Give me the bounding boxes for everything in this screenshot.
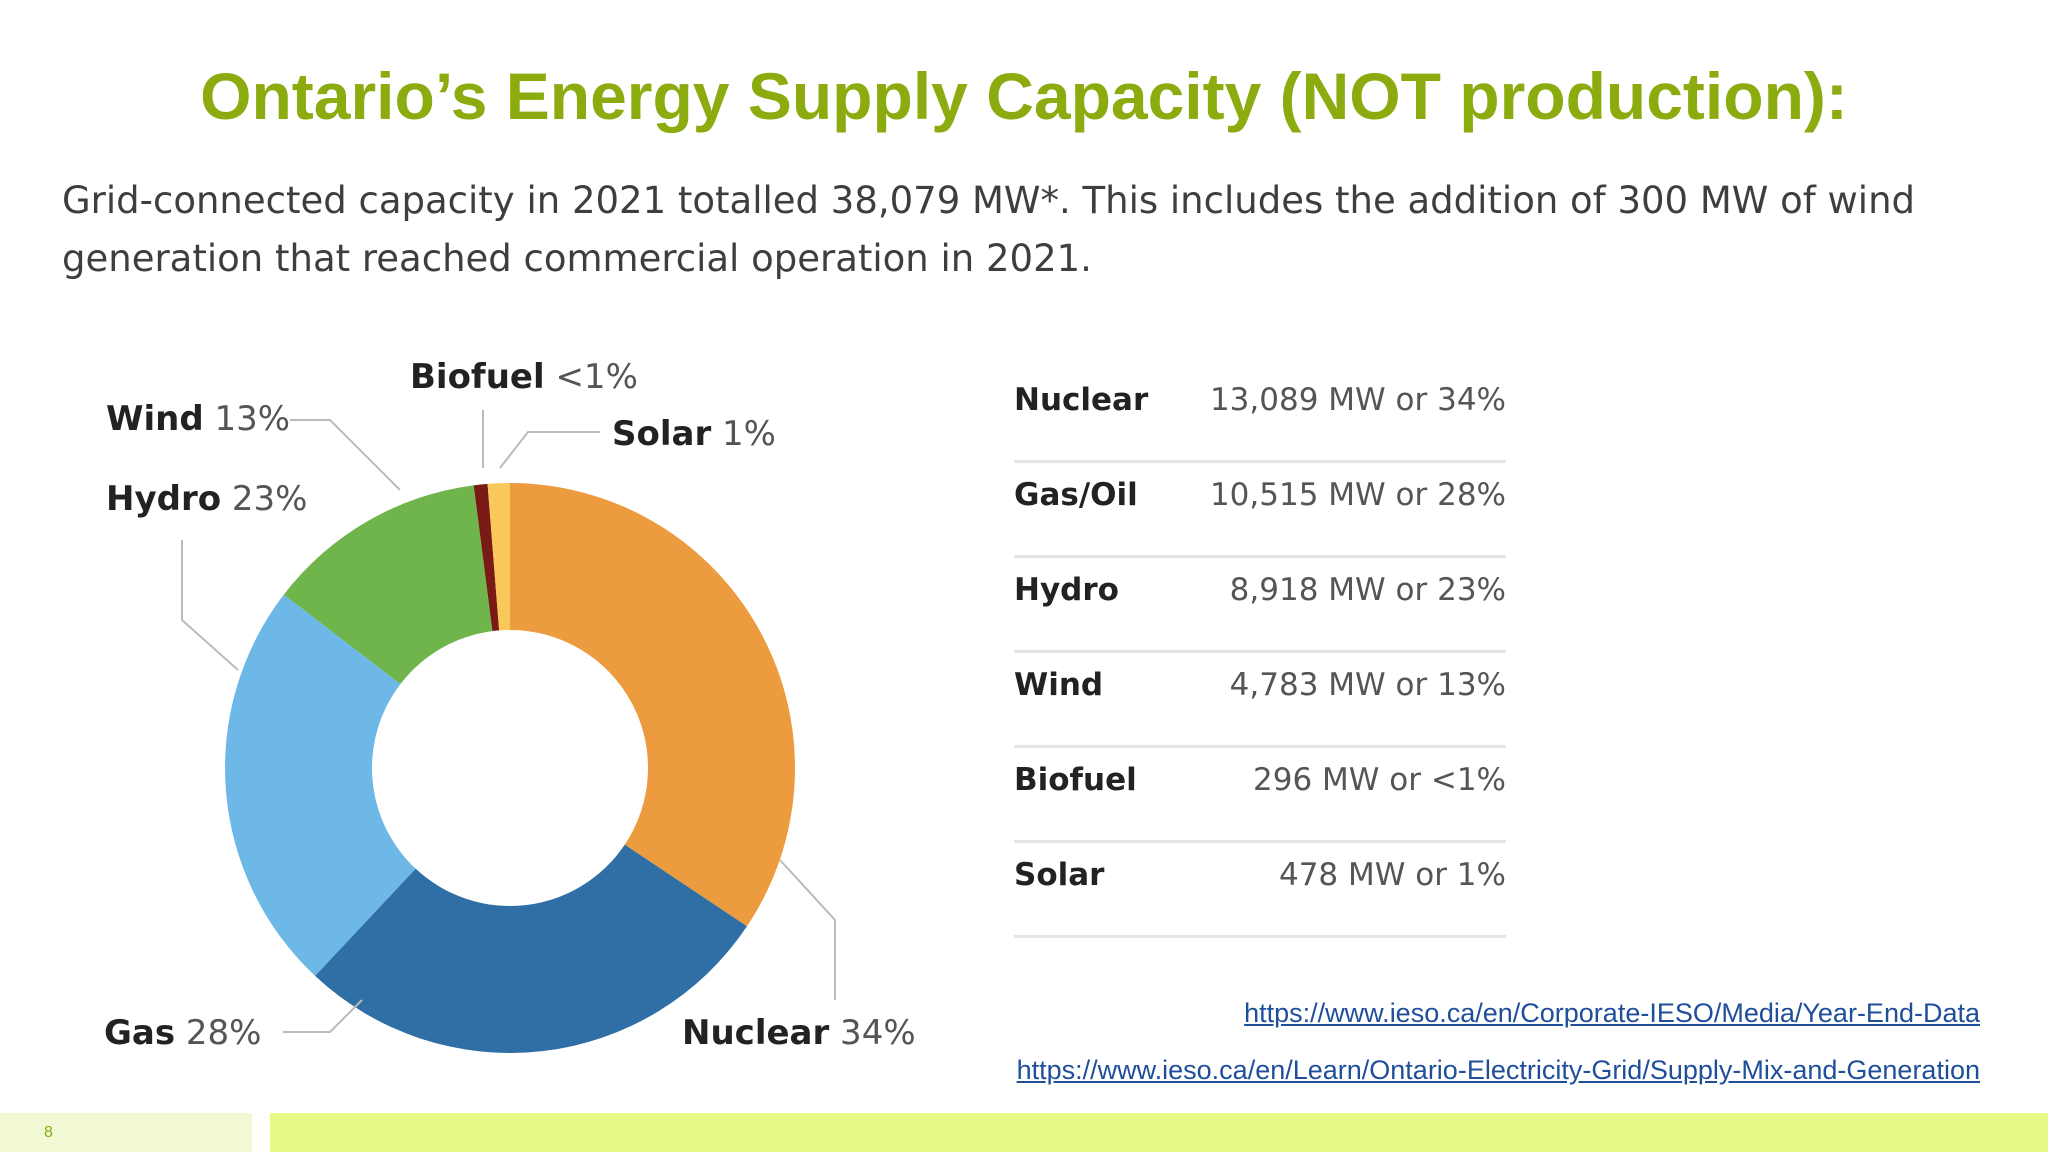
row-value: 4,783 MW or 13% bbox=[1229, 667, 1506, 703]
label-biofuel: Biofuel <1% bbox=[410, 357, 638, 397]
row-value: 13,089 MW or 34% bbox=[1209, 382, 1506, 418]
footer-bar-left bbox=[0, 1113, 252, 1152]
source-link-supply-mix[interactable]: https://www.ieso.ca/en/Learn/Ontario-Ele… bbox=[1016, 1055, 1980, 1085]
slice-solar bbox=[487, 483, 510, 631]
row-value: 478 MW or 1% bbox=[1278, 857, 1506, 893]
label-solar: Solar 1% bbox=[612, 414, 776, 454]
label-wind: Wind 13% bbox=[106, 399, 290, 439]
donut-chart: Nuclear 34% Gas 28% Hydro 23% Wind 13% Biofu… bbox=[104, 357, 916, 1053]
label-nuclear: Nuclear 34% bbox=[682, 1013, 916, 1053]
footer-bar-right bbox=[270, 1113, 2048, 1152]
source-link-year-end-data[interactable]: https://www.ieso.ca/en/Corporate-IESO/Me… bbox=[1244, 998, 1980, 1028]
donut-slices bbox=[224, 483, 796, 1053]
row-name: Gas/Oil bbox=[1014, 477, 1138, 513]
row-value: 8,918 MW or 23% bbox=[1229, 572, 1506, 608]
table-row: Solar 478 MW or 1% bbox=[1014, 843, 1506, 938]
page-number: 8 bbox=[44, 1124, 53, 1141]
leader-line-wind bbox=[290, 419, 401, 491]
slice-nuclear bbox=[510, 483, 796, 927]
slice-wind bbox=[283, 485, 493, 685]
label-hydro: Hydro 23% bbox=[106, 479, 307, 519]
slice-labels: Nuclear 34% Gas 28% Hydro 23% Wind 13% Biofu… bbox=[104, 357, 916, 1053]
row-name: Solar bbox=[1014, 857, 1105, 893]
slice-biofuel bbox=[473, 483, 500, 632]
table-row: Hydro 8,918 MW or 23% bbox=[1014, 558, 1506, 653]
leader-line-solar bbox=[499, 431, 600, 469]
capacity-table: Nuclear 13,089 MW or 34% Gas/Oil 10,515 … bbox=[1014, 368, 1506, 938]
leader-lines bbox=[181, 410, 836, 1033]
slide-subtitle: Grid-connected capacity in 2021 totalled… bbox=[62, 179, 1916, 280]
row-value: 10,515 MW or 28% bbox=[1209, 477, 1506, 513]
table-row: Gas/Oil 10,515 MW or 28% bbox=[1014, 463, 1506, 558]
leader-line-nuclear bbox=[779, 859, 836, 1000]
slice-hydro bbox=[224, 594, 416, 976]
label-gas: Gas 28% bbox=[104, 1013, 261, 1053]
leader-line-gas bbox=[283, 999, 363, 1033]
row-name: Nuclear bbox=[1014, 382, 1149, 418]
row-name: Hydro bbox=[1014, 572, 1119, 608]
leader-line-hydro bbox=[181, 540, 239, 671]
row-name: Wind bbox=[1014, 667, 1104, 703]
table-row: Nuclear 13,089 MW or 34% bbox=[1014, 368, 1506, 463]
table-row: Biofuel 296 MW or <1% bbox=[1014, 748, 1506, 843]
row-name: Biofuel bbox=[1014, 762, 1137, 798]
row-value: 296 MW or <1% bbox=[1253, 762, 1506, 798]
slide-title: Ontario’s Energy Supply Capacity (NOT pr… bbox=[200, 59, 1848, 133]
table-row: Wind 4,783 MW or 13% bbox=[1014, 653, 1506, 748]
slice-gas bbox=[315, 844, 747, 1053]
